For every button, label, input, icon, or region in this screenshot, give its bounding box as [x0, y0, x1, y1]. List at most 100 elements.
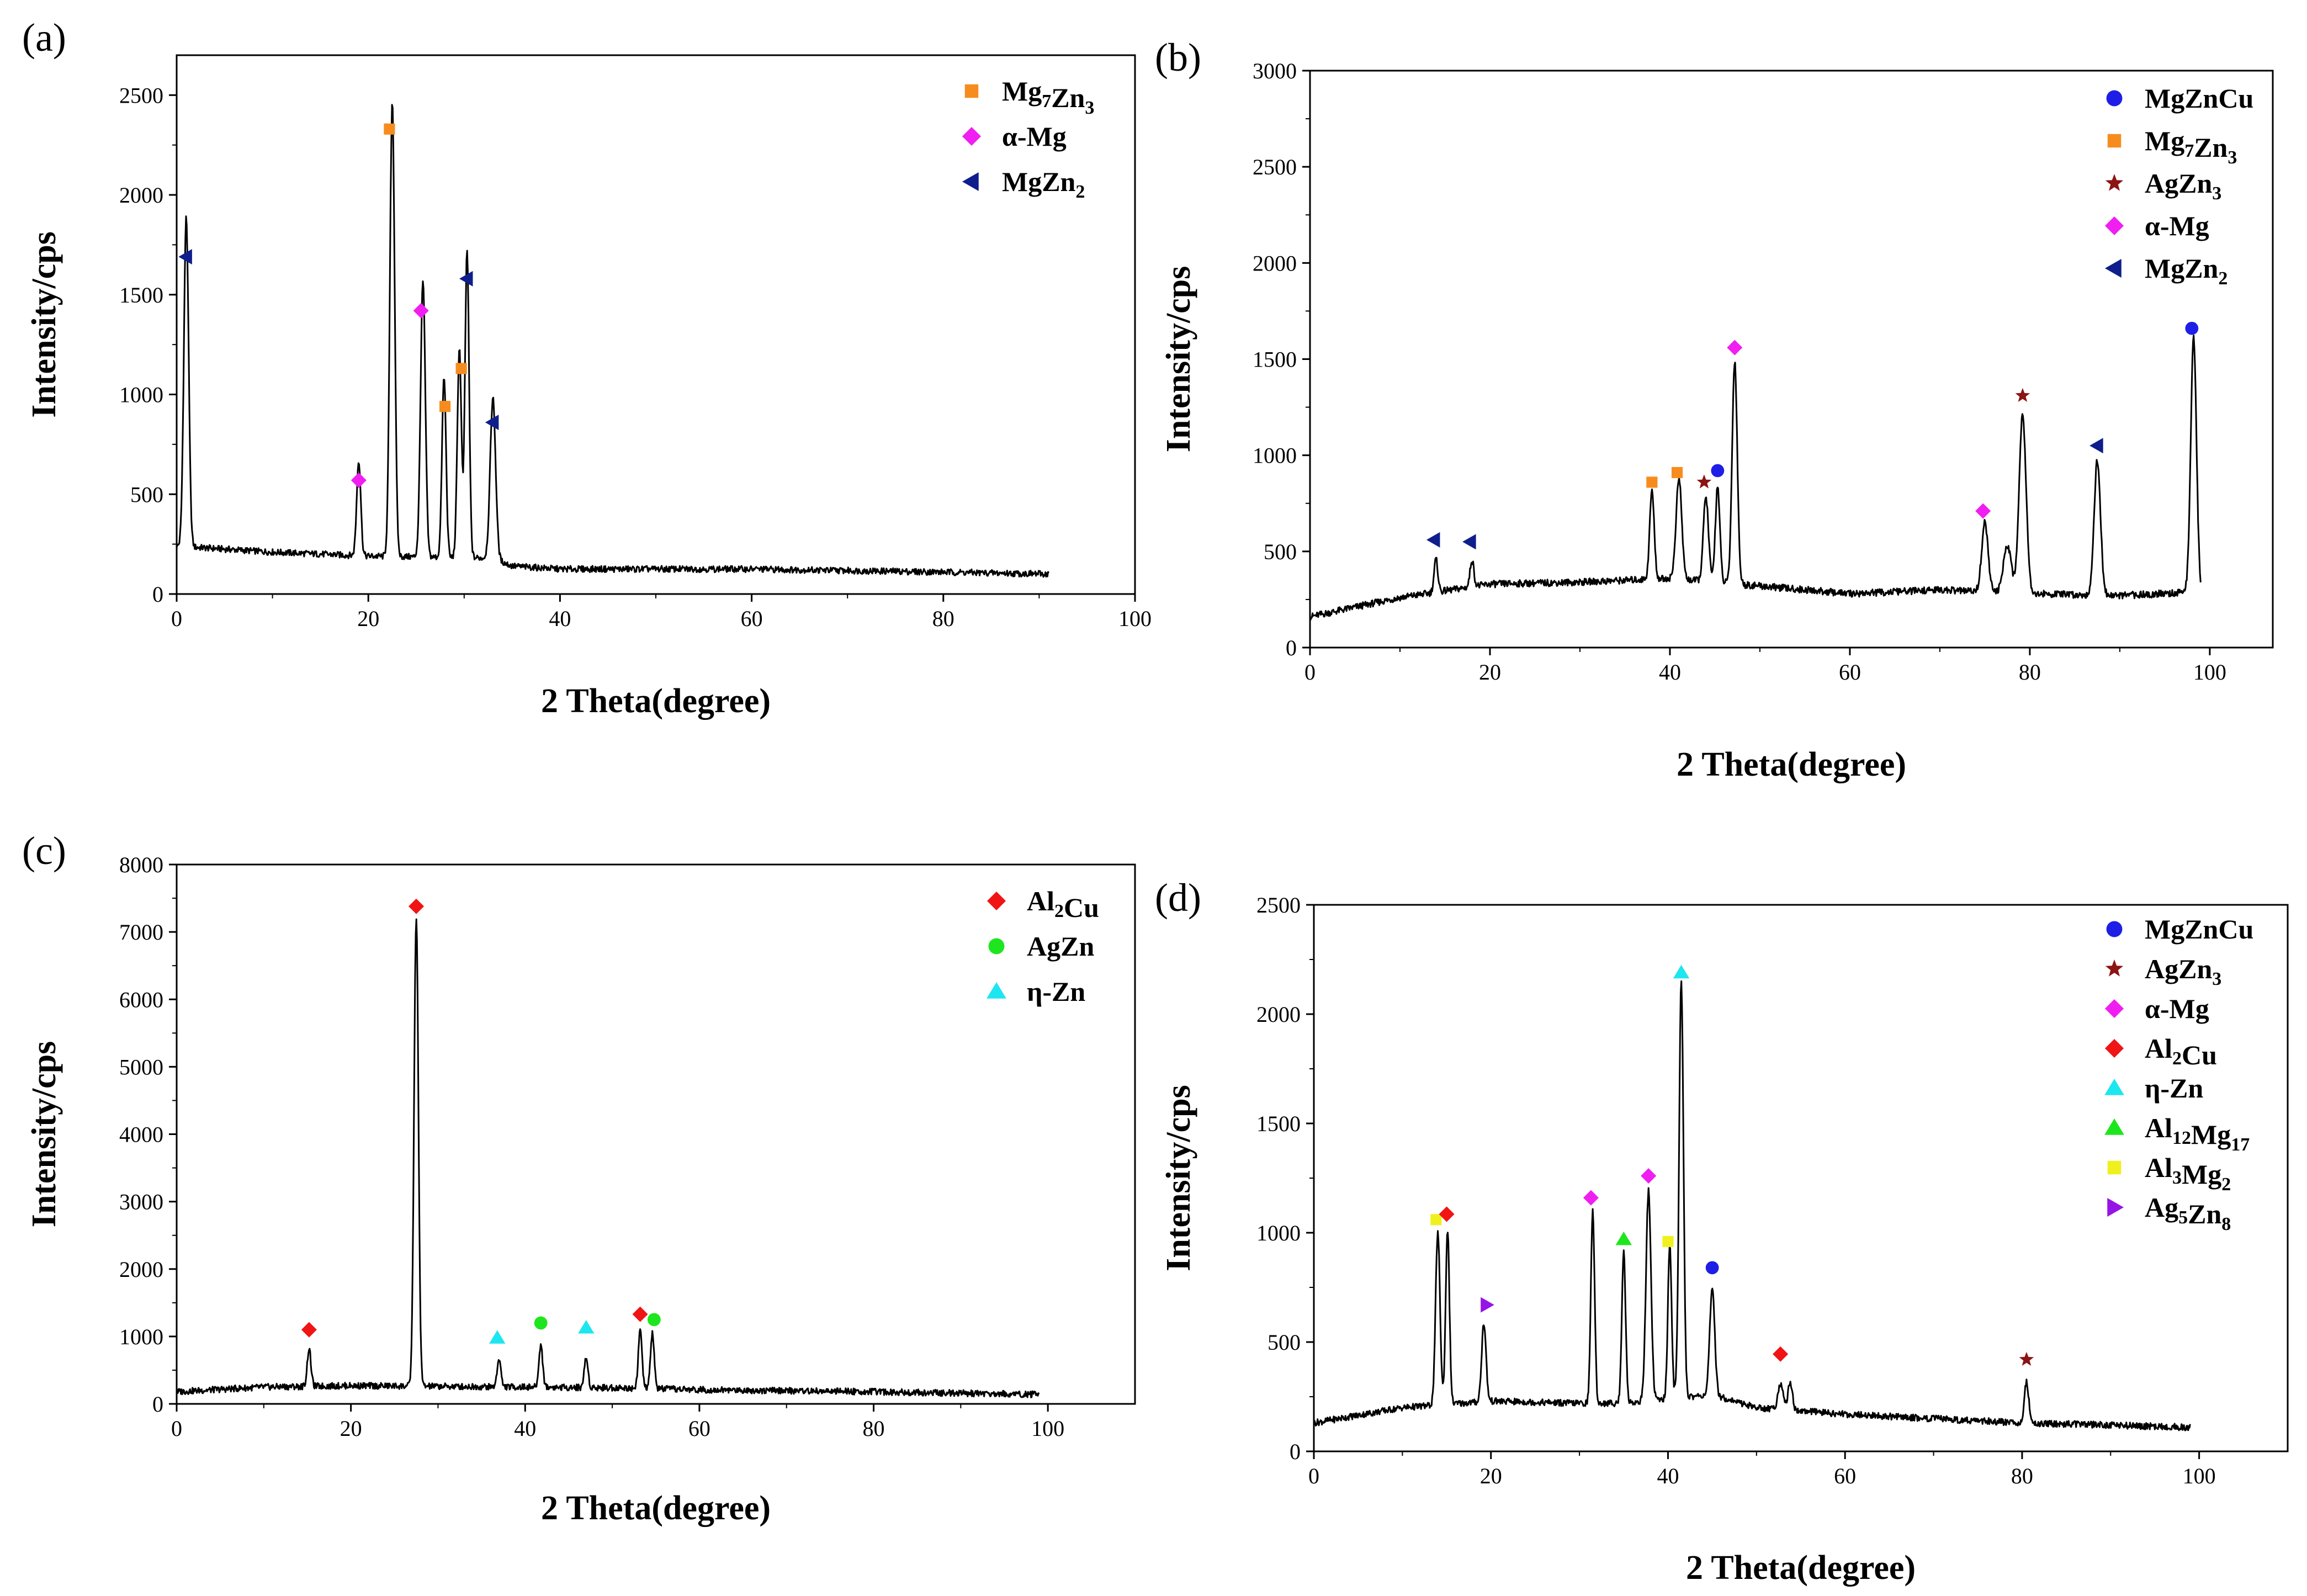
- peak-marker: [485, 415, 499, 431]
- peak-marker: [1583, 1190, 1599, 1206]
- legend-marker: [2107, 1160, 2122, 1175]
- legend-subscript: 2: [2172, 1048, 2182, 1069]
- peak-marker: [2019, 1351, 2034, 1366]
- legend-marker: [964, 84, 979, 98]
- legend-subscript: 3: [2212, 969, 2221, 989]
- y-tick-label: 1000: [1256, 1221, 1301, 1245]
- y-tick-label: 1500: [1253, 347, 1297, 372]
- peak-marker: [384, 123, 395, 135]
- legend-text: Cu: [1064, 892, 1099, 923]
- legend-text: Zn: [2194, 132, 2228, 163]
- y-tick-label: 2000: [1256, 1002, 1301, 1027]
- legend-marker: [2105, 999, 2124, 1018]
- legend-marker: [2107, 134, 2122, 148]
- legend-subscript: 2: [1054, 901, 1064, 921]
- x-tick-label: 60: [741, 606, 763, 631]
- peak-marker: [409, 898, 424, 914]
- peak-marker: [1711, 464, 1725, 478]
- y-tick-label: 2000: [1253, 251, 1297, 275]
- legend-subscript: 2: [2218, 268, 2228, 289]
- legend-subscript: 3: [1085, 98, 1094, 118]
- y-tick-label: 0: [152, 582, 163, 607]
- peak-marker: [301, 1322, 317, 1338]
- panel-label: (c): [22, 829, 66, 873]
- x-tick-label: 40: [1659, 660, 1681, 685]
- legend-text: MgZnCu: [2145, 83, 2253, 114]
- x-tick-label: 100: [2193, 660, 2226, 685]
- y-tick-label: 0: [1290, 1439, 1301, 1464]
- x-axis-title: 2 Theta(degree): [541, 682, 771, 720]
- legend-text: MgZn: [2145, 253, 2219, 284]
- chart-panel-c: (c)0 20 40 60 80 1000100020003000400050006000…: [22, 829, 1136, 1527]
- legend-marker: [2105, 216, 2124, 235]
- x-tick-label: 100: [2183, 1464, 2216, 1488]
- y-tick-label: 1000: [119, 383, 163, 407]
- legend-text: Al: [2145, 1152, 2172, 1183]
- y-tick-label: 500: [1264, 539, 1297, 564]
- legend-subscript: 7: [1042, 91, 1051, 112]
- x-tick-label: 40: [549, 606, 571, 631]
- legend-subscript: 2: [2221, 1174, 2231, 1195]
- legend-text: Cu: [2182, 1040, 2217, 1070]
- peak-marker: [1462, 534, 1476, 550]
- peak-marker: [647, 1313, 661, 1327]
- legend-label: Mg7Zn3: [1002, 76, 1094, 118]
- peak-marker: [459, 271, 473, 287]
- x-tick-label: 60: [1834, 1464, 1856, 1488]
- y-tick-label: 2500: [119, 83, 163, 108]
- legend-label: MgZnCu: [2145, 914, 2253, 945]
- legend-marker: [2105, 959, 2124, 977]
- peak-marker: [1615, 1231, 1632, 1245]
- xrd-pattern-line: [176, 918, 1040, 1398]
- legend-text: η-Zn: [2145, 1073, 2203, 1104]
- legend-text: Ag: [2145, 1192, 2178, 1223]
- x-axis-title: 2 Theta(degree): [1686, 1549, 1916, 1587]
- legend-marker: [2107, 1198, 2124, 1217]
- chart-panel-b: (b)0 20 40 60 80 1000500100015002000250030002…: [1155, 35, 2274, 783]
- x-tick-label: 80: [2011, 1464, 2033, 1488]
- y-axis-title: Intensity/cps: [25, 231, 63, 418]
- legend-label: MgZn2: [2145, 253, 2228, 289]
- xrd-pattern-line: [1309, 335, 2202, 621]
- y-tick-label: 1000: [119, 1324, 163, 1349]
- y-tick-label: 4000: [119, 1122, 163, 1147]
- peak-marker: [578, 1319, 595, 1334]
- legend-label: Al2Cu: [1027, 886, 1099, 923]
- legend-text: α-Mg: [2145, 210, 2209, 241]
- peak-marker: [1673, 964, 1690, 979]
- x-tick-label: 20: [340, 1416, 362, 1441]
- legend-label: MgZn2: [1002, 166, 1085, 202]
- peak-marker: [351, 472, 367, 488]
- legend-text: Zn: [1051, 82, 1085, 113]
- legend-subscript: 7: [2184, 141, 2194, 161]
- legend-label: Ag5Zn8: [2145, 1192, 2231, 1234]
- peak-marker: [1975, 503, 1991, 519]
- peak-marker: [534, 1316, 548, 1330]
- legend-marker: [2104, 1079, 2124, 1095]
- legend-label: AgZn: [1027, 931, 1094, 962]
- peak-marker: [1696, 474, 1712, 489]
- peak-marker: [632, 1306, 648, 1322]
- x-tick-label: 20: [1479, 660, 1501, 685]
- legend-subscript: 8: [2221, 1214, 2231, 1234]
- legend-label: Mg7Zn3: [2145, 125, 2237, 168]
- legend-subscript: 3: [2212, 183, 2221, 204]
- y-axis-title: Intensity/cps: [1160, 266, 1197, 453]
- legend-label: η-Zn: [2145, 1073, 2203, 1104]
- y-tick-label: 0: [152, 1392, 163, 1417]
- legend-text: Mg: [2182, 1159, 2221, 1190]
- x-tick-label: 0: [171, 1416, 182, 1441]
- legend-text: Zn: [2188, 1199, 2221, 1229]
- x-axis-title: 2 Theta(degree): [1677, 746, 1906, 783]
- legend-text: MgZn: [1002, 166, 1076, 197]
- legend-text: Mg: [2145, 125, 2184, 156]
- x-tick-label: 100: [1031, 1416, 1064, 1441]
- peak-marker: [489, 1330, 506, 1344]
- peak-marker: [455, 363, 467, 374]
- y-tick-label: 2500: [1253, 155, 1297, 179]
- peak-marker: [1426, 532, 1440, 548]
- legend-marker: [988, 938, 1005, 955]
